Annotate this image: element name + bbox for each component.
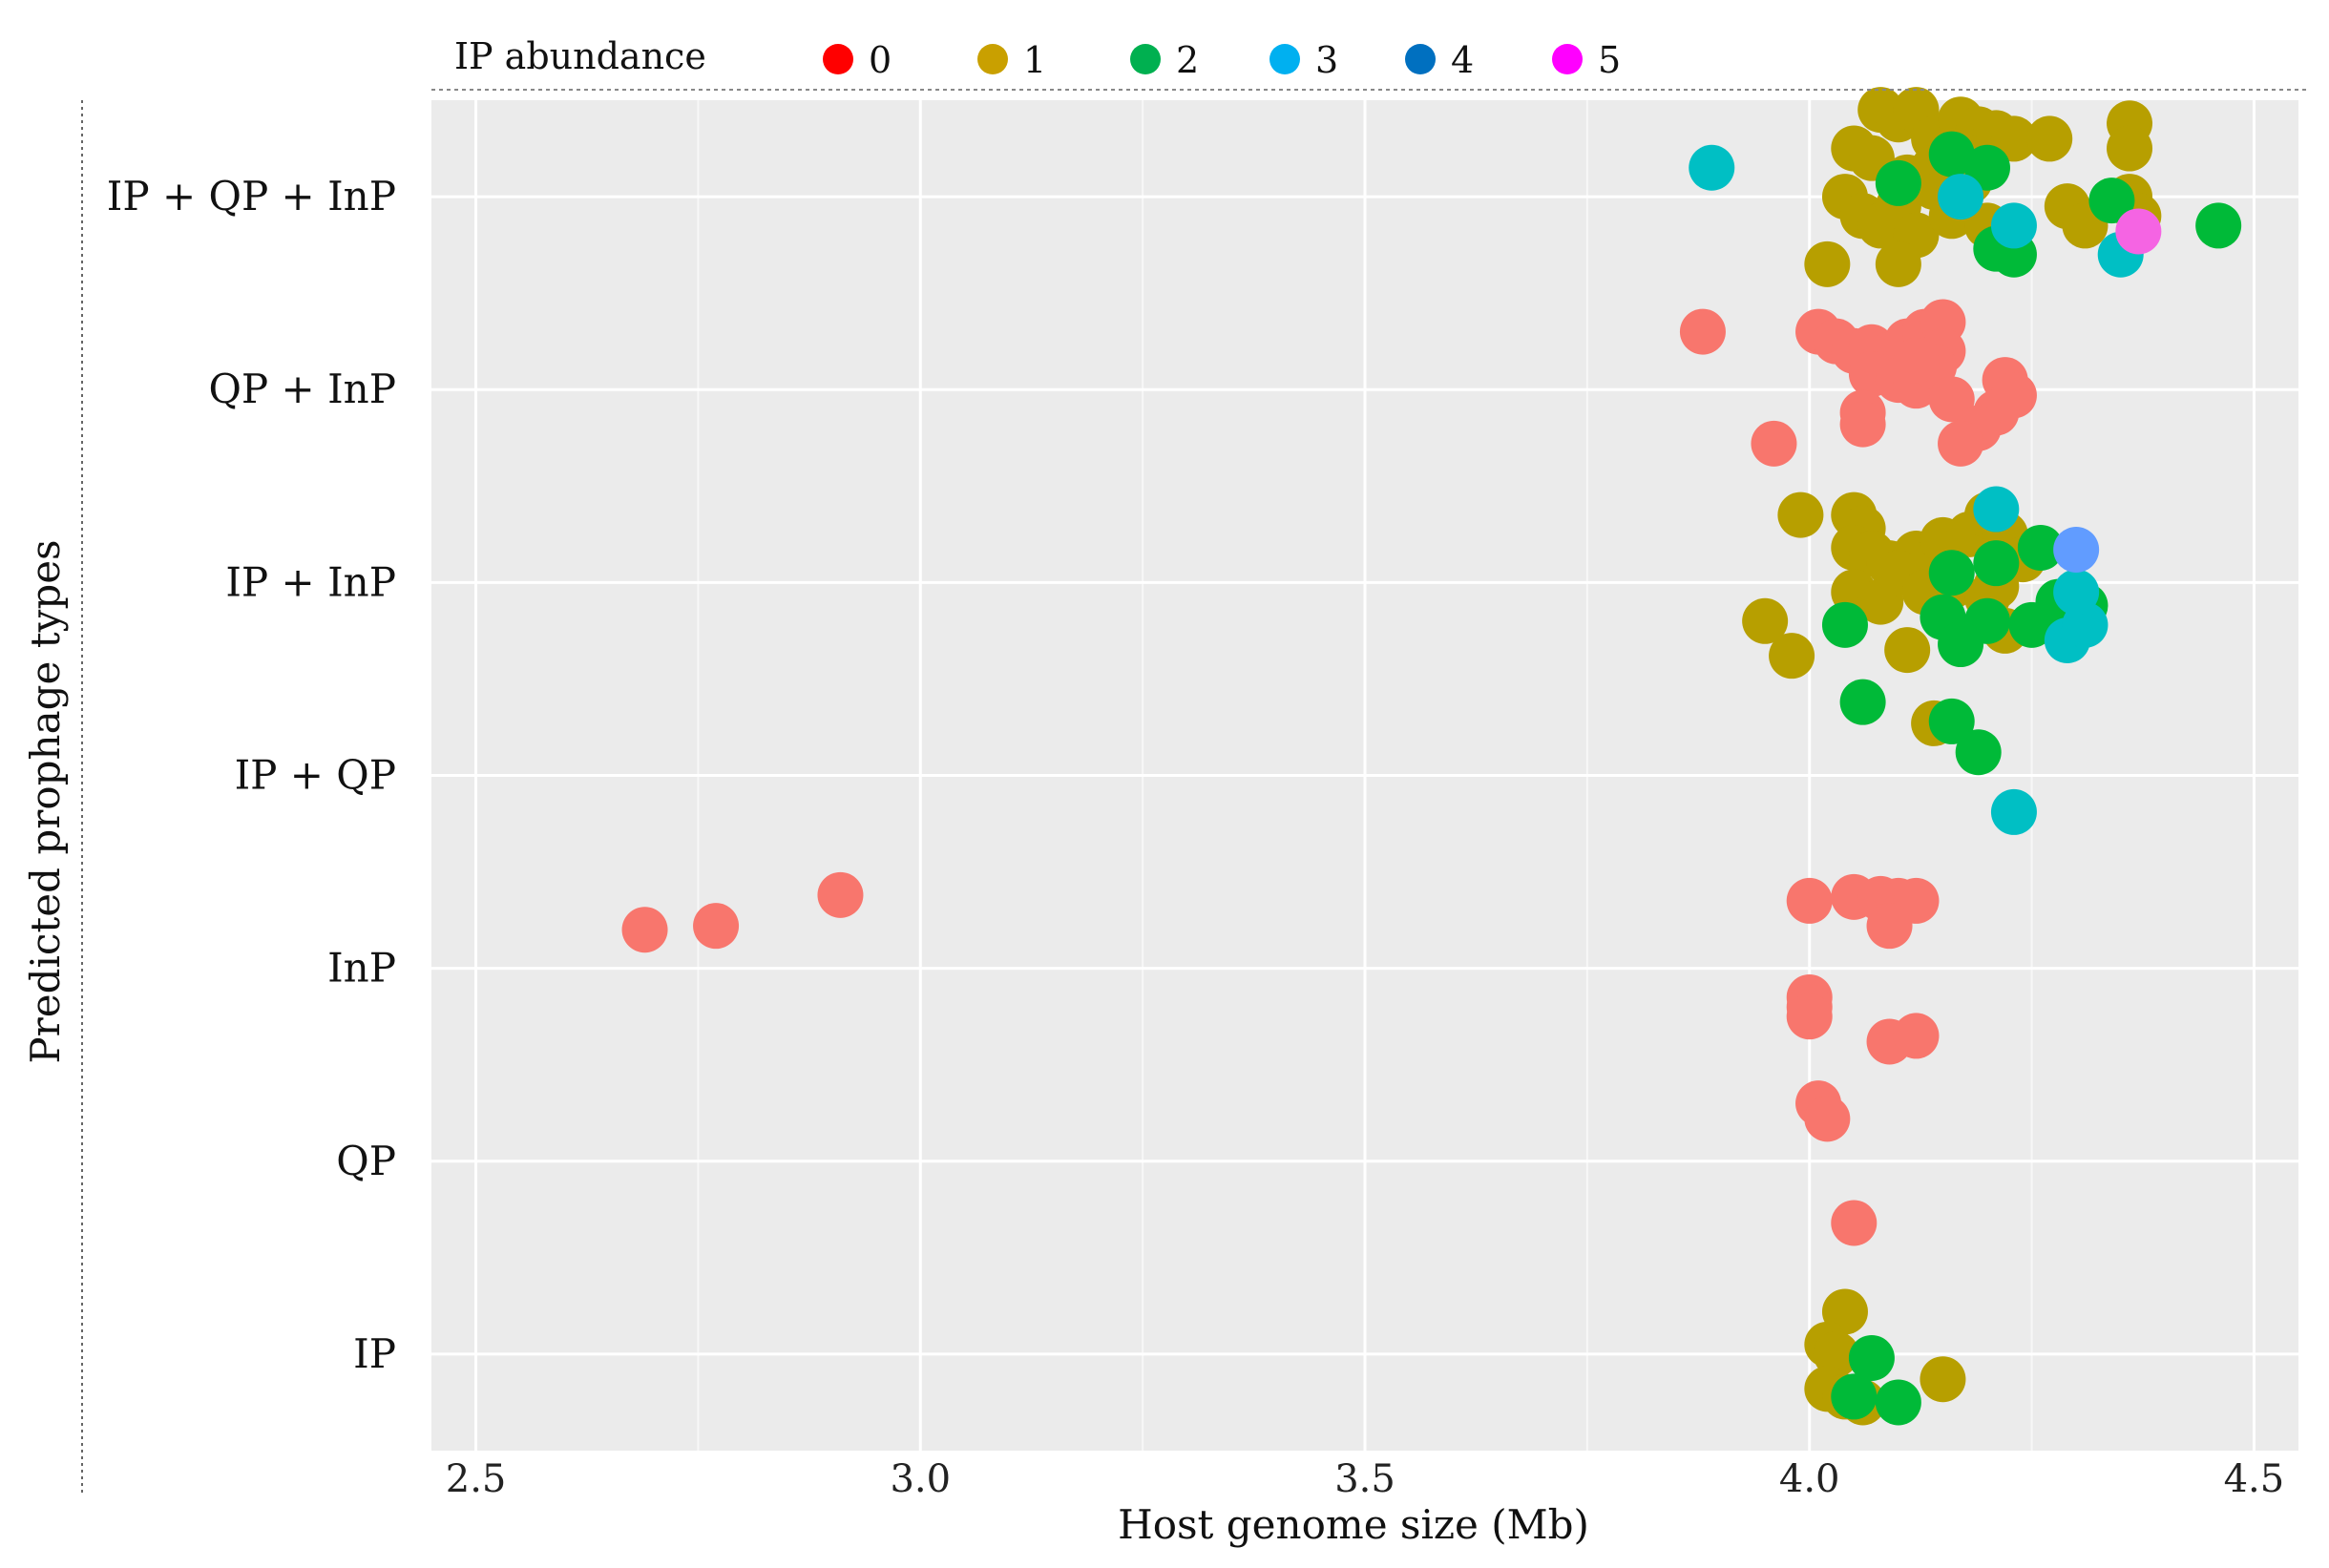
data-point xyxy=(1964,144,2010,191)
legend-marker xyxy=(1269,44,1300,74)
data-point xyxy=(2017,524,2064,571)
data-point xyxy=(2107,125,2153,172)
data-point xyxy=(2026,115,2073,162)
y-tick-label: IP + QP + InP xyxy=(107,173,396,220)
data-point xyxy=(1893,1013,1940,1059)
data-point xyxy=(2115,208,2162,255)
legend-marker xyxy=(823,44,853,74)
legend-label: 3 xyxy=(1315,39,1338,81)
data-point xyxy=(1742,597,1789,644)
data-point xyxy=(2053,526,2100,573)
x-tick-label: 3.0 xyxy=(890,1457,951,1501)
data-point xyxy=(1689,144,1735,191)
data-point xyxy=(817,871,864,918)
data-point xyxy=(1786,993,1833,1040)
data-points xyxy=(621,87,2242,1426)
legend-marker xyxy=(977,44,1008,74)
data-point xyxy=(1751,420,1797,467)
legend-label: 0 xyxy=(869,39,892,81)
data-point xyxy=(1821,601,1868,648)
legend-marker xyxy=(1405,44,1436,74)
data-point xyxy=(1938,174,1984,220)
data-point xyxy=(1955,729,2002,776)
data-point xyxy=(1875,1379,1921,1426)
data-point xyxy=(1804,240,1851,287)
legend-marker xyxy=(1552,44,1583,74)
data-point xyxy=(1893,337,1940,384)
data-point xyxy=(1679,308,1726,355)
y-tick-label: IP + InP xyxy=(225,558,396,605)
x-axis-ticks: 2.5 3.0 3.5 4.0 4.5 xyxy=(446,1457,2284,1501)
x-tick-label: 3.5 xyxy=(1334,1457,1395,1501)
data-point xyxy=(1831,1373,1878,1420)
x-axis-title: Host genome size (Mb) xyxy=(1118,1501,1589,1548)
data-point xyxy=(1938,420,1984,467)
legend-label: 5 xyxy=(1598,39,1621,81)
data-point xyxy=(1990,202,2037,249)
data-point xyxy=(2088,178,2135,224)
y-tick-label: IP + QP xyxy=(235,752,396,799)
legend-label: 4 xyxy=(1451,39,1474,81)
data-point xyxy=(621,907,668,953)
data-point xyxy=(2008,601,2055,648)
legend-title: IP abundance xyxy=(454,35,706,77)
data-point xyxy=(1769,633,1815,679)
data-point xyxy=(2195,202,2242,249)
data-point xyxy=(1839,679,1886,725)
data-point xyxy=(1777,491,1824,538)
data-point xyxy=(1804,1096,1851,1142)
data-point xyxy=(1831,1200,1878,1246)
legend: IP abundance 0 1 2 3 4 5 xyxy=(454,35,1621,81)
data-point xyxy=(1928,550,1975,596)
data-point xyxy=(1928,131,1975,178)
data-point xyxy=(1928,698,1975,744)
data-point xyxy=(1866,903,1913,950)
data-point xyxy=(1990,788,2037,835)
y-axis-title: Predicted prophage types xyxy=(22,539,69,1063)
x-tick-label: 4.0 xyxy=(1779,1457,1840,1501)
data-point xyxy=(1786,877,1833,924)
legend-label: 1 xyxy=(1023,39,1046,81)
x-tick-label: 4.5 xyxy=(2224,1457,2285,1501)
data-point xyxy=(1875,159,1921,206)
legend-label: 2 xyxy=(1176,39,1199,81)
y-tick-label: InP xyxy=(327,945,396,992)
data-point xyxy=(1973,486,2020,533)
data-point xyxy=(1920,1356,1966,1403)
data-point xyxy=(1813,1330,1859,1377)
data-point xyxy=(1875,240,1921,287)
data-point xyxy=(1884,627,1931,674)
data-point xyxy=(1990,115,2037,162)
legend-marker xyxy=(1130,44,1161,74)
y-tick-label: QP xyxy=(336,1138,396,1184)
data-point xyxy=(1848,1334,1895,1381)
data-point xyxy=(1928,376,1975,423)
y-tick-label: QP + InP xyxy=(209,366,397,412)
data-point xyxy=(1839,401,1886,448)
data-point xyxy=(693,903,740,950)
y-axis-ticks: IP QP InP IP + QP IP + InP QP + InP IP + QP + … xyxy=(107,173,396,1377)
data-point xyxy=(1938,621,1984,668)
data-point xyxy=(2053,569,2100,616)
y-tick-label: IP xyxy=(353,1330,396,1377)
x-tick-label: 2.5 xyxy=(446,1457,507,1501)
data-point xyxy=(1973,540,2020,587)
